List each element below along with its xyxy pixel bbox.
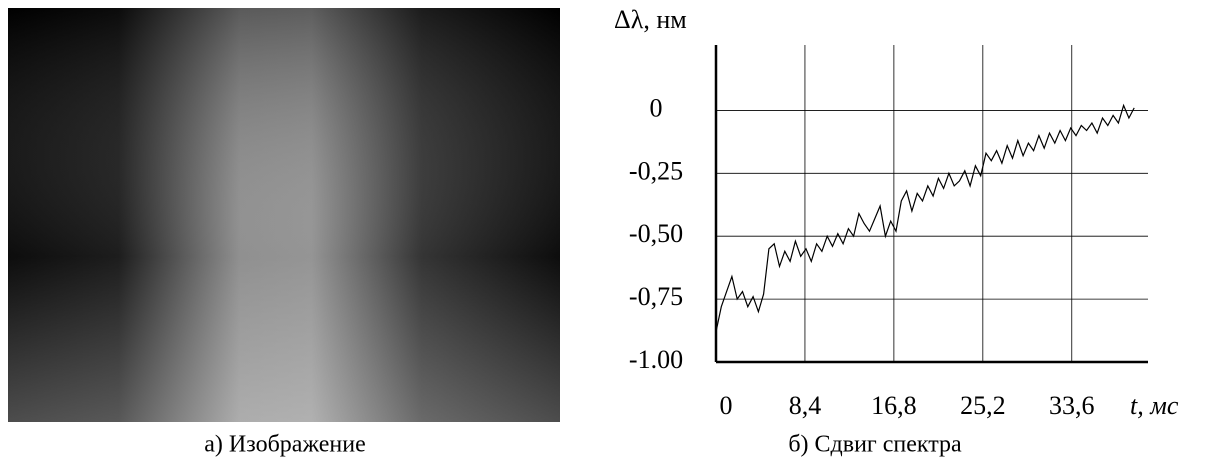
- y-tick-label: -1.00: [629, 345, 683, 374]
- image-caption: а) Изображение: [204, 432, 365, 458]
- photo-shade: [8, 8, 560, 422]
- x-axis-label: t, мс: [1130, 391, 1179, 420]
- x-tick-label: 25,2: [960, 391, 1006, 420]
- y-tick-label: 0: [650, 93, 663, 122]
- chart-caption: б) Сдвиг спектра: [788, 432, 962, 458]
- x-tick-label: 0: [720, 391, 733, 420]
- y-tick-label: -0,50: [629, 219, 683, 248]
- y-tick-label: -0,25: [629, 156, 683, 185]
- x-tick-label: 16,8: [871, 391, 917, 420]
- x-tick-label: 8,4: [789, 391, 822, 420]
- y-axis-label: Δλ, нм: [614, 5, 687, 34]
- y-tick-label: -0,75: [629, 282, 683, 311]
- x-tick-label: 33,6: [1049, 391, 1095, 420]
- data-line: [715, 103, 1135, 332]
